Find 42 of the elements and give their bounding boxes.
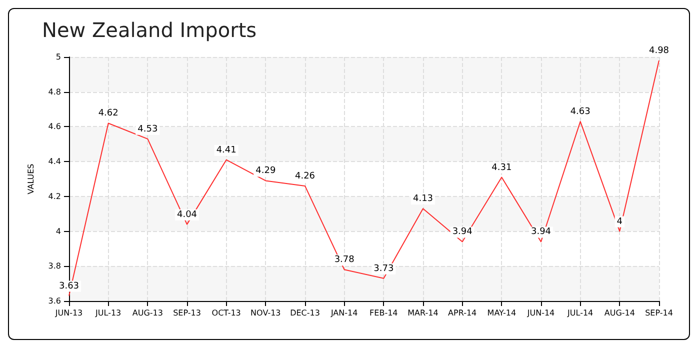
y-tick-label: 3.8 (48, 262, 61, 271)
y-tick-label: 4.2 (48, 192, 61, 201)
data-label: 4.31 (492, 162, 512, 173)
y-tick-label: 3.6 (48, 296, 61, 306)
x-tick-label: JUN-14 (526, 308, 555, 318)
x-tick-label: AUG-14 (604, 308, 635, 318)
data-label: 4.41 (216, 145, 236, 156)
data-label: 4.13 (412, 194, 434, 204)
chart-title: New Zealand Imports (42, 18, 257, 42)
data-label: 3.94 (530, 227, 552, 238)
data-label: 3.73 (374, 264, 394, 274)
x-tick-label: JAN-14 (330, 308, 358, 318)
x-tick-label: MAY-14 (487, 308, 516, 318)
x-tick-label: AUG-13 (132, 308, 163, 318)
data-label: 4.29 (256, 166, 276, 176)
data-label: 3.78 (334, 255, 355, 266)
y-axis-title: VALUES (26, 164, 36, 194)
x-tick-label: NOV-13 (250, 308, 281, 318)
y-tick-label: 5 (56, 52, 61, 62)
data-label: 4.98 (648, 46, 670, 56)
x-tick-label: JUL-14 (566, 308, 594, 318)
x-tick-label: JUN-13 (54, 308, 83, 318)
data-label: 4.63 (570, 106, 590, 117)
y-tick-label: 4.4 (48, 157, 61, 166)
y-tick-label: 4.6 (48, 122, 61, 132)
data-label: 4 (616, 216, 623, 227)
data-label: 4.53 (138, 124, 158, 134)
data-label: 3.63 (58, 281, 80, 292)
x-tick-label: JUL-13 (94, 308, 122, 318)
x-tick-label: SEP-14 (645, 308, 673, 318)
data-label: 4.62 (98, 108, 118, 119)
x-tick-label: MAR-14 (408, 308, 438, 318)
x-tick-label: APR-14 (448, 308, 477, 318)
data-label: 3.94 (452, 227, 473, 238)
x-tick-label: DEC-13 (290, 308, 320, 318)
x-tick-label: SEP-13 (173, 308, 201, 318)
data-label: 4.04 (176, 210, 198, 220)
y-tick-label: 4.8 (48, 87, 61, 96)
data-label: 4.26 (294, 171, 316, 182)
x-tick-label: FEB-14 (370, 308, 398, 318)
y-tick-label: 4 (56, 226, 61, 236)
x-tick-label: OCT-13 (212, 308, 241, 318)
